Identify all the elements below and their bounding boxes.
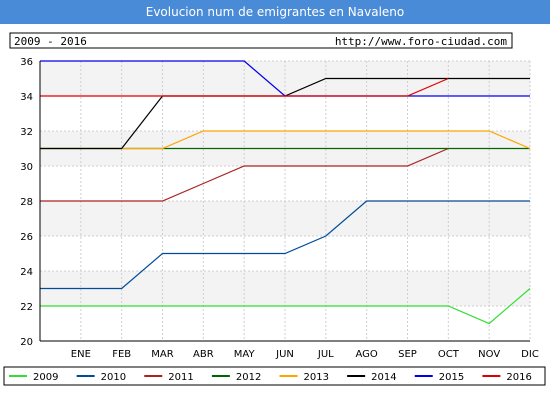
x-tick-label: JUL	[317, 349, 334, 360]
y-tick-label: 20	[20, 337, 33, 348]
title-bar	[0, 0, 550, 24]
y-tick-label: 32	[20, 127, 33, 138]
x-tick-label: SEP	[398, 349, 417, 360]
y-tick-label: 30	[20, 162, 33, 173]
y-tick-label: 22	[20, 302, 33, 313]
legend-label-2013: 2013	[304, 372, 329, 383]
legend-label-2011: 2011	[168, 372, 193, 383]
x-tick-label: OCT	[438, 349, 460, 360]
y-tick-label: 34	[20, 92, 33, 103]
chart-title: Evolucion num de emigrantes en Navaleno	[146, 5, 405, 19]
legend-box	[3, 366, 546, 386]
x-tick-label: DIC	[521, 349, 539, 360]
x-tick-label: AGO	[356, 349, 378, 360]
source-url: http://www.foro-ciudad.com	[335, 35, 508, 48]
period-label: 2009 - 2016	[14, 35, 87, 48]
series-line-2011	[40, 147, 449, 202]
y-tick-label: 26	[20, 232, 33, 243]
x-tick-label: ENE	[71, 349, 91, 360]
plot-area: 20 22 24 26 28 30 32 34 36 ENE FEB MAR ABR MAY JUN JUL A…	[20, 57, 539, 360]
x-tick-label: ABR	[193, 349, 214, 360]
series-line-2010	[40, 200, 530, 290]
x-tick-label: MAY	[234, 349, 256, 360]
legend-label-2009: 2009	[33, 372, 58, 383]
legend-label-2016: 2016	[506, 372, 531, 383]
legend-label-2010: 2010	[101, 372, 126, 383]
y-tick-label: 36	[20, 57, 33, 68]
legend-label-2015: 2015	[439, 372, 464, 383]
x-tick-label: NOV	[478, 349, 500, 360]
x-tick-label: JUN	[275, 349, 294, 360]
x-tick-label: FEB	[112, 349, 131, 360]
series-line-2009	[40, 288, 531, 325]
y-tick-label: 24	[20, 267, 33, 278]
series-line-2016	[40, 77, 449, 97]
legend-label-2012: 2012	[236, 372, 261, 383]
x-tick-label: MAR	[151, 349, 173, 360]
legend: 2009 2010 2011 2012 2013 2014 2015 2016	[9, 372, 532, 383]
legend-label-2014: 2014	[371, 372, 396, 383]
info-box	[9, 32, 513, 49]
y-tick-label: 28	[20, 197, 33, 208]
